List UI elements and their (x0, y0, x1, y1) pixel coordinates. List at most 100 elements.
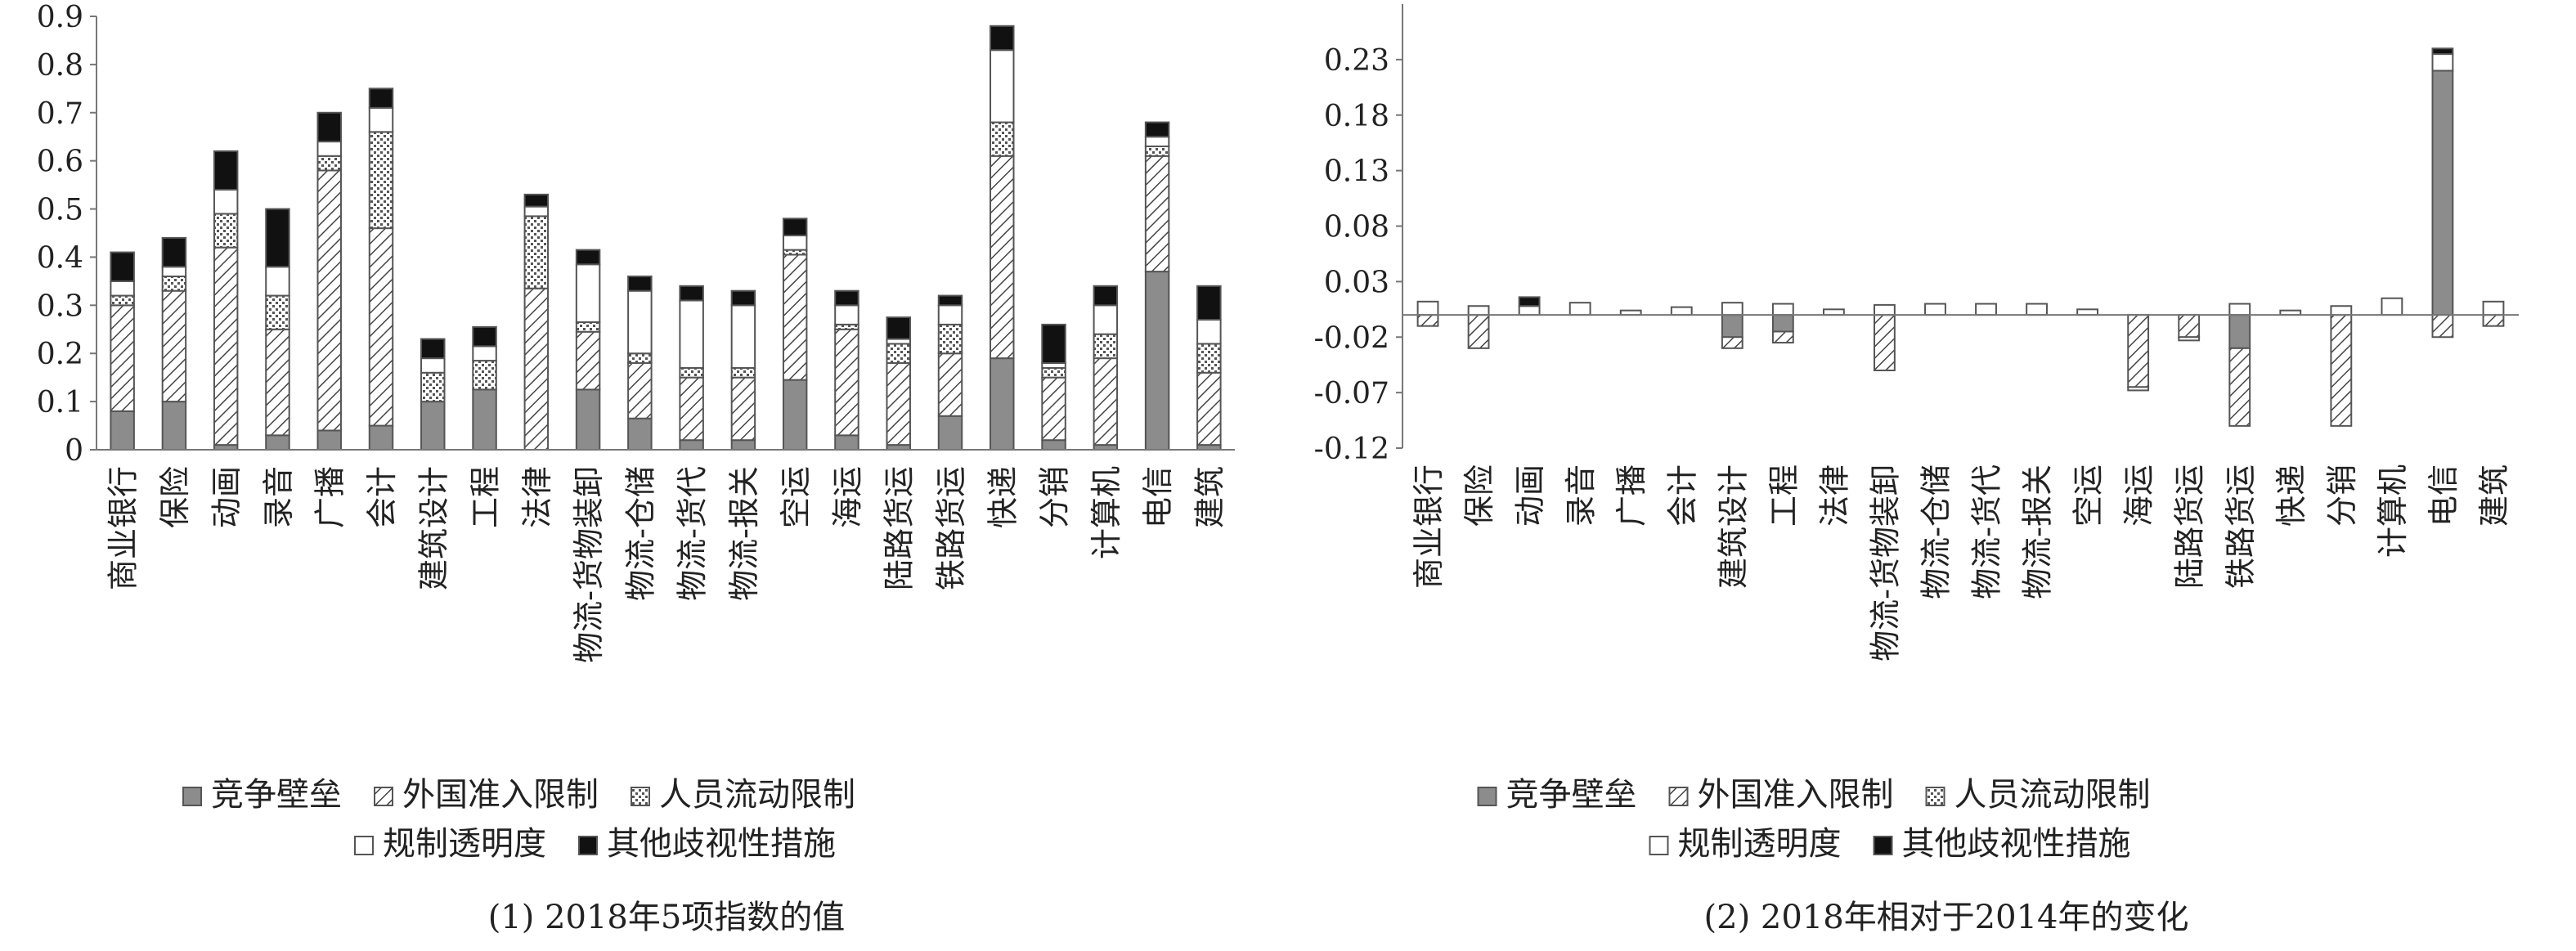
x-category-label: 陆路货运 (2172, 464, 2208, 589)
legend-swatch-solid-gray-square (182, 787, 202, 806)
bar-transparency-segment (990, 49, 1015, 123)
legend-swatch-diagonal-hatch-square (374, 787, 393, 806)
legend-swatch-black-square (1873, 836, 1893, 855)
x-category-label: 物流-货代 (675, 466, 711, 601)
bar-people-movement-segment (368, 131, 394, 230)
x-category-label: 录音 (1563, 464, 1599, 527)
bar-foreign-entry-segment (679, 376, 704, 442)
bar-foreign-entry-segment (1467, 314, 1490, 349)
bar-foreign-entry-segment (834, 328, 859, 437)
bar-barrier-segment (1144, 271, 1170, 451)
bar-people-movement-segment (265, 294, 290, 330)
bar-other-discrimination-segment (886, 316, 911, 340)
bar-other-discrimination-segment (316, 111, 342, 143)
bar-transparency-segment (2381, 297, 2403, 316)
y-tick-label: 0.1 (37, 386, 83, 419)
bar-transparency-segment (2330, 305, 2353, 316)
bar-transparency-segment (1924, 303, 1946, 316)
y-tick-label: 0.6 (37, 146, 83, 179)
legend-label: 人员流动限制 (659, 776, 855, 814)
x-category-label: 陆路货运 (882, 466, 918, 590)
bar-other-discrimination-segment (472, 325, 497, 348)
bar-people-movement-segment (1196, 343, 1222, 374)
x-category-label: 建筑设计 (415, 466, 451, 590)
x-category-label: 建筑设计 (1715, 464, 1751, 589)
bar-transparency-segment (1416, 300, 1439, 316)
x-category-label: 海运 (829, 466, 865, 528)
legend-label: 外国准入限制 (402, 776, 599, 814)
legend-label: 外国准入限制 (1698, 776, 1894, 814)
bar-people-movement-segment (990, 121, 1015, 157)
y-tick-label: 0.9 (37, 1, 83, 34)
bar-foreign-entry-segment (1093, 357, 1119, 446)
bar-foreign-entry-segment (2431, 314, 2454, 339)
bar-barrier-segment (730, 439, 756, 451)
bar-transparency-segment (1975, 303, 1997, 316)
bar-transparency-segment (110, 280, 135, 297)
axes (96, 16, 1235, 451)
bar-foreign-entry-segment (990, 155, 1015, 360)
bar-transparency-segment (1721, 302, 1744, 316)
bar-other-discrimination-segment (2431, 47, 2454, 56)
bar-people-movement-segment (1041, 366, 1066, 379)
bar-other-discrimination-segment (110, 251, 135, 282)
bar-other-discrimination-segment (368, 87, 394, 109)
bar-foreign-entry-segment (627, 362, 653, 419)
bar-other-discrimination-segment (213, 150, 239, 191)
bar-barrier-segment (1041, 439, 1066, 451)
bar-foreign-entry-segment (2482, 314, 2505, 327)
legend-swatch-dotted-hatch-square (631, 787, 650, 806)
stacked-bars (110, 25, 1222, 451)
x-category-label: 铁路货运 (933, 466, 969, 590)
x-category-label: 海运 (2121, 464, 2157, 527)
bar-other-discrimination-segment (1093, 285, 1119, 307)
x-category-label: 动画 (209, 466, 245, 528)
bar-transparency-segment (679, 299, 704, 369)
bar-other-discrimination-segment (1041, 323, 1066, 364)
bar-other-discrimination-segment (730, 289, 756, 307)
bar-transparency-segment (213, 189, 239, 215)
bar-foreign-entry-segment (2127, 314, 2150, 388)
bar-transparency-segment (2178, 336, 2201, 342)
y-tick-label: 0 (65, 434, 83, 468)
bar-barrier-segment (782, 379, 808, 451)
x-category-label: 物流-货物装卸 (1867, 464, 1903, 662)
bar-foreign-entry-segment (575, 330, 601, 391)
bar-foreign-entry-segment (110, 304, 135, 412)
bar-people-movement-segment (575, 321, 601, 333)
chart-caption: (2) 2018年相对于2014年的变化 (1704, 899, 2189, 936)
bar-barrier-segment (2228, 314, 2251, 349)
bar-barrier-segment (472, 388, 497, 451)
x-category-label: 铁路货运 (2223, 464, 2259, 589)
axes (1402, 4, 2519, 448)
y-tick-label: 0.5 (37, 194, 83, 227)
x-category-label: 空运 (778, 466, 814, 528)
y-tick-label: 0.2 (37, 338, 83, 371)
bar-other-discrimination-segment (265, 208, 290, 268)
bar-foreign-entry-segment (316, 169, 342, 432)
x-category-label: 物流-仓储 (622, 466, 658, 601)
y-tick-label: 0.08 (1324, 211, 1389, 244)
x-category-label: 计算机 (2375, 464, 2411, 558)
y-tick-label: 0.4 (37, 241, 83, 275)
bar-other-discrimination-segment (575, 249, 601, 266)
bar-transparency-segment (265, 266, 290, 297)
bar-transparency-segment (1093, 304, 1119, 335)
bar-people-movement-segment (679, 366, 704, 379)
bar-transparency-segment (2127, 386, 2150, 392)
bar-foreign-entry-segment (1771, 330, 1794, 344)
x-category-label: 物流-货物装卸 (571, 466, 607, 663)
bar-foreign-entry-segment (1874, 314, 1896, 371)
bar-people-movement-segment (316, 155, 342, 172)
bar-barrier-segment (368, 424, 394, 451)
bar-other-discrimination-segment (937, 294, 963, 307)
legend-swatch-white-square (1649, 836, 1669, 855)
bar-foreign-entry-segment (1416, 314, 1439, 327)
bar-other-discrimination-segment (627, 276, 653, 292)
x-category-label: 会计 (364, 466, 400, 528)
x-category-label: 物流-货代 (1969, 464, 2005, 599)
bar-foreign-entry-segment (1144, 155, 1170, 273)
bar-barrier-segment (1721, 314, 1744, 339)
bar-transparency-segment (834, 304, 859, 325)
y-tick-label: 0.3 (37, 289, 83, 323)
